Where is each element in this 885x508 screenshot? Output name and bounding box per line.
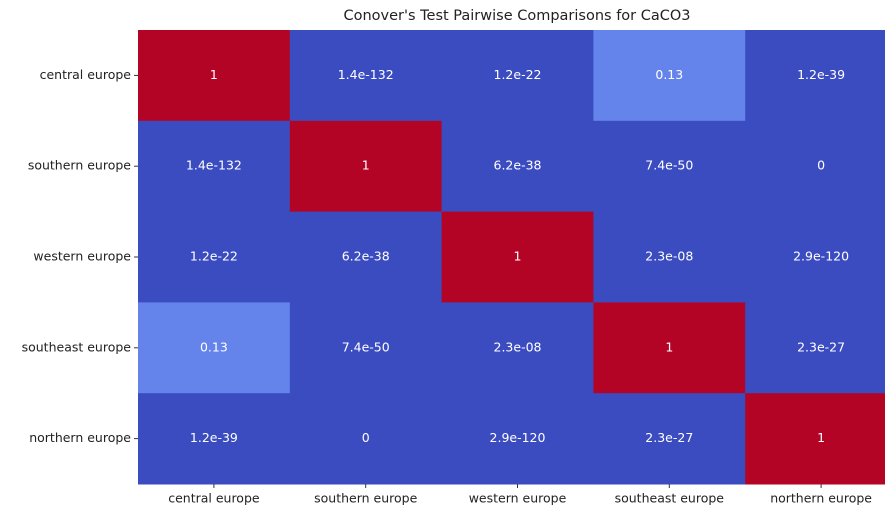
y-tick-label: central europe (40, 67, 132, 82)
heatmap-cell (138, 302, 291, 394)
x-tick-label: western europe (469, 491, 567, 506)
cell-label: 1 (210, 67, 218, 82)
heatmap-cell (593, 393, 746, 485)
cell-label: 2.3e-27 (797, 339, 845, 354)
heatmap-cell (593, 211, 746, 303)
heatmap-cell (138, 211, 291, 303)
cell-label: 0.13 (200, 339, 228, 354)
cell-label: 6.2e-38 (494, 158, 542, 173)
heatmap-cell (441, 302, 594, 394)
cell-label: 1.2e-22 (494, 67, 542, 82)
heatmap-cell (441, 30, 594, 122)
x-tick-label: southern europe (314, 491, 417, 506)
cell-label: 7.4e-50 (645, 158, 693, 173)
heatmap-cell (745, 120, 885, 213)
heatmap-cell (138, 30, 291, 122)
y-tick-label: western europe (33, 249, 131, 264)
cell-label: 1.2e-39 (797, 67, 845, 82)
cell-label: 2.3e-27 (645, 430, 693, 445)
cell-label: 1.4e-132 (338, 67, 394, 82)
cell-label: 1 (817, 430, 825, 445)
cell-label: 7.4e-50 (342, 339, 390, 354)
cell-label: 0 (817, 158, 825, 173)
heatmap-cell (745, 30, 885, 122)
heatmap-cell (593, 120, 746, 213)
heatmap-cell (441, 120, 594, 213)
heatmap-cell (593, 30, 746, 122)
y-tick-label: southern europe (28, 158, 131, 173)
heatmap-cell (289, 393, 443, 485)
chart-title: Conover's Test Pairwise Comparisons for … (343, 8, 690, 24)
heatmap-cell (441, 393, 594, 485)
heatmap-cell (289, 302, 443, 394)
cell-label: 1 (362, 158, 370, 173)
heatmap-cell (289, 120, 443, 213)
y-tick-label: northern europe (29, 430, 131, 445)
heatmap-cell (138, 393, 291, 485)
cell-label: 1.4e-132 (186, 158, 242, 173)
x-tick-label: southeast europe (615, 491, 725, 506)
heatmap-cell (441, 211, 594, 303)
heatmap-cell (745, 393, 885, 485)
y-tick-label: southeast europe (22, 339, 132, 354)
cell-label: 1 (514, 249, 522, 264)
cell-label: 0.13 (655, 67, 683, 82)
cell-label: 2.9e-120 (490, 430, 546, 445)
heatmap-cell (593, 302, 746, 394)
cell-label: 1.2e-39 (190, 430, 238, 445)
cell-label: 2.3e-08 (645, 249, 693, 264)
heatmap-cell (289, 211, 443, 303)
cell-label: 1.2e-22 (190, 249, 238, 264)
heatmap-cell (138, 120, 291, 213)
cell-label: 2.3e-08 (494, 339, 542, 354)
x-tick-label: northern europe (770, 491, 872, 506)
cell-label: 0 (362, 430, 370, 445)
cell-label: 6.2e-38 (342, 249, 390, 264)
x-tick-label: central europe (168, 491, 260, 506)
cell-label: 1 (665, 339, 673, 354)
heatmap-cell (289, 30, 443, 122)
cell-label: 2.9e-120 (793, 249, 849, 264)
heatmap-cell (745, 302, 885, 394)
heatmap-cell (745, 211, 885, 303)
